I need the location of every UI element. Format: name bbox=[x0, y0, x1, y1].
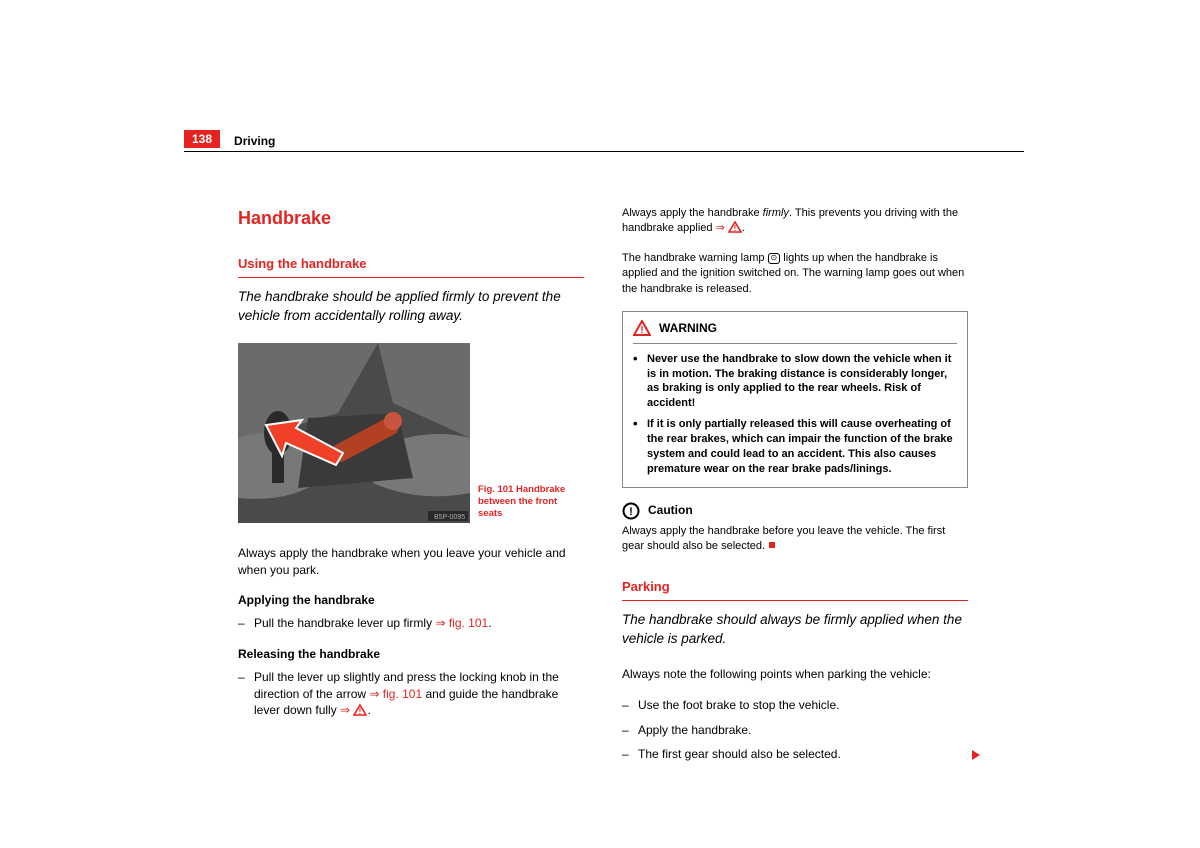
list-text: Pull the lever up slightly and press the… bbox=[254, 669, 584, 719]
caution-header: ! Caution bbox=[622, 502, 968, 520]
list-text: Use the foot brake to stop the vehicle. bbox=[638, 697, 968, 714]
list-item: – Use the foot brake to stop the vehicle… bbox=[622, 697, 968, 714]
svg-text:!: ! bbox=[640, 325, 643, 336]
svg-text:!: ! bbox=[734, 224, 737, 233]
warning-triangle-icon: ! bbox=[728, 221, 742, 233]
page-header: 138 Driving bbox=[184, 130, 1024, 152]
parking-lead: Always note the following points when pa… bbox=[622, 666, 968, 683]
dash-bullet: – bbox=[622, 722, 638, 739]
text-fragment: Pull the handbrake lever up firmly bbox=[254, 616, 435, 630]
figure-reference: ⇒ fig. 101 bbox=[435, 616, 488, 630]
subheading-parking: Parking bbox=[622, 578, 968, 601]
page-number: 138 bbox=[184, 130, 220, 148]
body-paragraph: Always apply the handbrake firmly. This … bbox=[622, 206, 968, 237]
text-fragment: Always apply the handbrake bbox=[622, 207, 763, 219]
arrow-icon: ⇒ bbox=[716, 222, 725, 234]
caution-title: Caution bbox=[648, 502, 693, 519]
right-column: Always apply the handbrake firmly. This … bbox=[622, 206, 968, 771]
text-fragment: . bbox=[367, 703, 370, 717]
warning-text: Never use the handbrake to slow down the… bbox=[647, 352, 957, 411]
left-column: Handbrake Using the handbrake The handbr… bbox=[238, 206, 584, 771]
body-paragraph: Always apply the handbrake when you leav… bbox=[238, 545, 584, 579]
figure-reference: ⇒ fig. 101 bbox=[369, 687, 422, 701]
list-item: – The first gear should also be selected… bbox=[622, 746, 968, 763]
warning-item: • Never use the handbrake to slow down t… bbox=[633, 352, 957, 411]
text-fragment: Always apply the handbrake before you le… bbox=[622, 525, 945, 552]
continue-arrow-icon bbox=[972, 750, 980, 760]
svg-text:!: ! bbox=[359, 707, 362, 716]
text-emphasis: firmly bbox=[763, 207, 789, 219]
text-fragment: . bbox=[742, 222, 745, 234]
caution-circle-icon: ! bbox=[622, 502, 640, 520]
warning-text: If it is only partially released this wi… bbox=[647, 417, 957, 476]
intro-text: The handbrake should be applied firmly t… bbox=[238, 288, 584, 324]
list-item: – Pull the lever up slightly and press t… bbox=[238, 669, 584, 719]
figure-101: B5P-0095 Fig. 101 Handbrake between the … bbox=[238, 343, 584, 523]
warning-triangle-icon: ! bbox=[353, 704, 367, 716]
figure-caption: Fig. 101 Handbrake between the front sea… bbox=[478, 484, 574, 521]
caution-text: Always apply the handbrake before you le… bbox=[622, 524, 968, 555]
dash-bullet: – bbox=[622, 697, 638, 714]
applying-title: Applying the handbrake bbox=[238, 592, 584, 609]
end-square-icon bbox=[769, 542, 775, 548]
two-column-layout: Handbrake Using the handbrake The handbr… bbox=[184, 206, 1024, 771]
parking-intro: The handbrake should always be firmly ap… bbox=[622, 611, 968, 647]
svg-text:B5P-0095: B5P-0095 bbox=[434, 514, 465, 521]
warning-triangle-icon: ! bbox=[633, 320, 651, 336]
bullet-icon: • bbox=[633, 352, 647, 411]
warning-title: WARNING bbox=[659, 320, 717, 337]
list-item: – Apply the handbrake. bbox=[622, 722, 968, 739]
list-item: – Pull the handbrake lever up firmly ⇒ f… bbox=[238, 615, 584, 632]
warning-box: ! WARNING • Never use the handbrake to s… bbox=[622, 311, 968, 488]
list-text: Apply the handbrake. bbox=[638, 722, 968, 739]
parking-lamp-icon: ⊙ bbox=[768, 253, 781, 264]
svg-text:!: ! bbox=[629, 506, 633, 518]
arrow-icon: ⇒ bbox=[340, 703, 350, 717]
dash-bullet: – bbox=[238, 615, 254, 632]
dash-bullet: – bbox=[238, 669, 254, 719]
dash-bullet: – bbox=[622, 746, 638, 763]
list-text: The first gear should also be selected. bbox=[638, 746, 968, 763]
handbrake-illustration: B5P-0095 bbox=[238, 343, 470, 523]
releasing-title: Releasing the handbrake bbox=[238, 646, 584, 663]
heading-handbrake: Handbrake bbox=[238, 206, 584, 231]
section-title: Driving bbox=[234, 134, 275, 148]
warning-header: ! WARNING bbox=[633, 320, 957, 344]
text-fragment: . bbox=[488, 616, 491, 630]
list-text: Pull the handbrake lever up firmly ⇒ fig… bbox=[254, 615, 584, 632]
subheading-using-handbrake: Using the handbrake bbox=[238, 255, 584, 278]
text-fragment: The handbrake warning lamp bbox=[622, 252, 768, 264]
page-content: 138 Driving Handbrake Using the handbrak… bbox=[184, 130, 1024, 771]
body-paragraph: The handbrake warning lamp ⊙ lights up w… bbox=[622, 251, 968, 297]
figure-image: B5P-0095 bbox=[238, 343, 470, 523]
warning-item: • If it is only partially released this … bbox=[633, 417, 957, 476]
bullet-icon: • bbox=[633, 417, 647, 476]
